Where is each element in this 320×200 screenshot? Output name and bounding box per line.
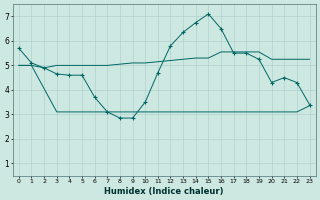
X-axis label: Humidex (Indice chaleur): Humidex (Indice chaleur)	[104, 187, 224, 196]
